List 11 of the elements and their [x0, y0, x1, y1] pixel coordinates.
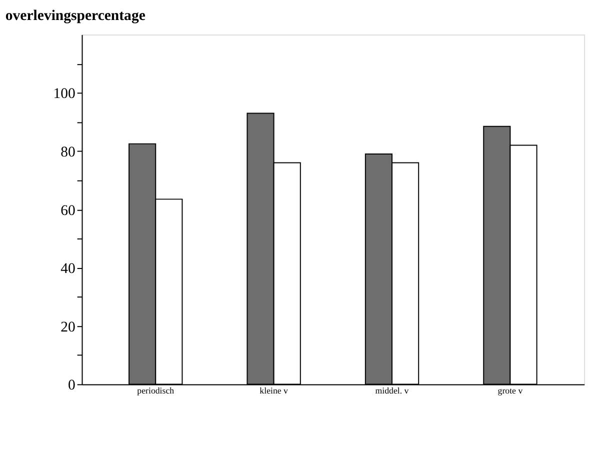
y-tick-label: 20: [60, 319, 76, 336]
x-tick-label: kleine v: [260, 386, 289, 396]
y-tick-label: 80: [60, 144, 76, 161]
y-tick-label: 0: [68, 378, 76, 394]
chart-title: overlevingspercentage: [5, 8, 146, 24]
x-tick-label: periodisch: [137, 386, 175, 396]
y-tick-label: 40: [60, 261, 76, 278]
y-tick-label: 60: [60, 202, 76, 219]
x-tick-label: middel. v: [375, 386, 410, 396]
x-tick-label: grote v: [498, 386, 524, 396]
y-tick-label: 100: [53, 86, 76, 102]
